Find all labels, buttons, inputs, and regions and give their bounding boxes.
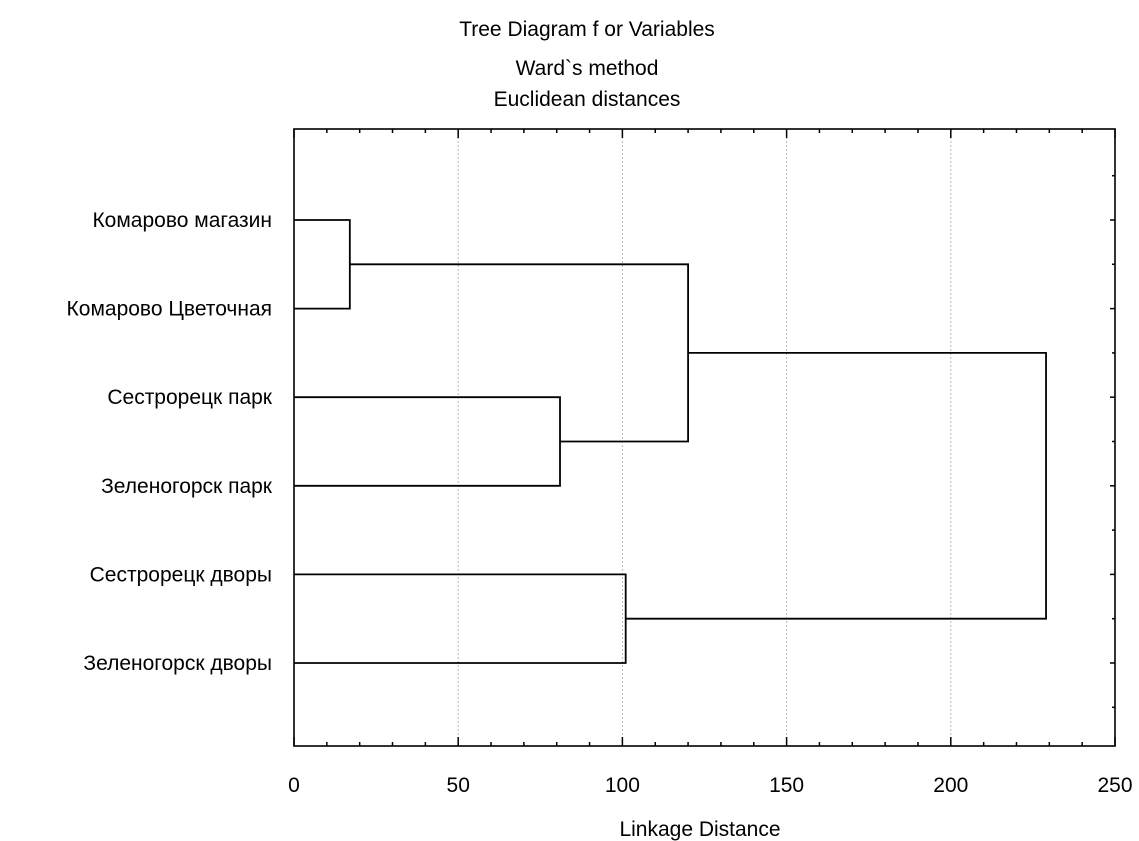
x-tick-label-50: 50 [447,774,470,797]
dendrogram-link-9 [349,263,689,443]
grid-lines [457,129,952,746]
dendrogram-link-6 [294,219,351,310]
x-tick-label-100: 100 [605,774,640,797]
leaf-label: Комарово магазин [92,209,272,232]
leaf-label: Сестрорецк парк [107,386,272,409]
leaf-labels: Комарово магазин Комарово Цветочная Сестро… [67,209,273,675]
dendrogram-link-7 [294,396,561,487]
leaf-label: Зеленогорск дворы [83,652,272,675]
leaf-label: Зеленогорск парк [101,475,273,498]
leaf-label: Комарово Цветочная [67,298,272,321]
dendrogram-link-10 [625,352,1047,620]
x-tick-label-200: 200 [933,774,968,797]
x-tick-label-0: 0 [288,774,300,797]
leaf-label: Сестрорецк дворы [90,563,272,586]
dendrogram-link-8 [294,573,627,664]
axis-ticks [293,129,1116,746]
x-tick-label-150: 150 [769,774,804,797]
plot-frame [293,128,1116,747]
x-tick-labels: 0 50 100 150 200 250 [288,774,1132,797]
chart-subtitle-method: Ward`s method [516,57,659,80]
chart-title: Tree Diagram f or Variables [459,18,715,41]
chart-subtitle-distance: Euclidean distances [494,88,681,111]
dendrogram-links [294,219,1047,664]
x-tick-label-250: 250 [1097,774,1132,797]
x-axis-title: Linkage Distance [619,818,780,841]
